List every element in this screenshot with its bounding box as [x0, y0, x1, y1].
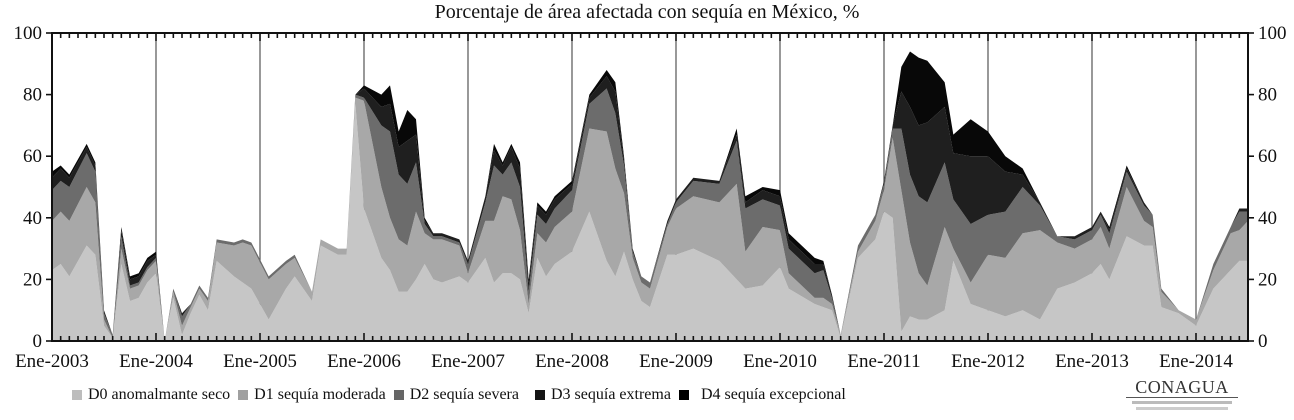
- logo-text: CONAGUA: [1126, 377, 1238, 398]
- legend-item-d3: D3 sequía extrema: [534, 386, 671, 404]
- legend-label: D0 anomalmante seco: [88, 386, 231, 403]
- y-tick-label-right: 40: [1258, 208, 1277, 229]
- legend-swatch: [393, 390, 404, 400]
- x-tick-label: Ene-2008: [535, 351, 609, 372]
- y-tick-label-left: 100: [14, 23, 43, 44]
- legend-swatch: [678, 390, 689, 400]
- y-tick-label-right: 0: [1258, 331, 1268, 352]
- legend-swatch: [72, 390, 82, 400]
- x-tick-label: Ene-2011: [847, 351, 920, 372]
- y-tick-label-right: 60: [1258, 146, 1277, 167]
- legend-item-d2: D2 sequía severa: [393, 386, 519, 404]
- logo-subtitle-line: [1132, 401, 1232, 404]
- x-tick-label: Ene-2014: [1159, 351, 1233, 372]
- y-tick-label-right: 20: [1258, 269, 1277, 290]
- logo-subtitle-line: [1136, 407, 1228, 410]
- y-tick-label-left: 60: [23, 146, 42, 167]
- x-tick-label: Ene-2012: [951, 351, 1025, 372]
- legend-swatch: [238, 390, 249, 400]
- x-tick-label: Ene-2005: [223, 351, 297, 372]
- x-tick-label: Ene-2007: [431, 351, 505, 372]
- x-tick-label: Ene-2004: [119, 351, 193, 372]
- area-layers: [52, 51, 1248, 342]
- legend-label: D4 sequía excepcional: [700, 386, 846, 403]
- area-d1: [52, 97, 1248, 342]
- area-d2: [52, 88, 1248, 341]
- legend-label: D2 sequía severa: [409, 386, 519, 403]
- legend-label: D3 sequía extrema: [550, 386, 671, 403]
- x-tick-label: Ene-2006: [327, 351, 401, 372]
- y-tick-label-left: 20: [23, 269, 42, 290]
- legend-label: D1 sequía moderada: [254, 386, 386, 403]
- area-d4: [52, 51, 1248, 341]
- conagua-logo: CONAGUA: [1126, 377, 1238, 410]
- chart-title: Porcentaje de área afectada con sequía e…: [434, 1, 860, 23]
- legend: D0 anomalmante seco D1 sequía moderada D…: [72, 386, 854, 404]
- y-tick-label-left: 0: [33, 331, 43, 352]
- legend-item-d4: D4 sequía excepcional: [678, 386, 846, 404]
- x-tick-label: Ene-2003: [15, 351, 89, 372]
- area-d3: [52, 76, 1248, 342]
- x-tick-label: Ene-2013: [1055, 351, 1129, 372]
- legend-item-d0: D0 anomalmante seco: [72, 386, 230, 404]
- x-tick-label: Ene-2010: [743, 351, 817, 372]
- y-tick-label-left: 80: [23, 85, 42, 106]
- axes: 0 0 20 20 40 40 60 60 80 80 100 100 Ene-2003 Ene-2004…: [14, 23, 1287, 372]
- x-tick-label: Ene-2009: [639, 351, 713, 372]
- y-tick-label-left: 40: [23, 208, 42, 229]
- legend-item-d1: D1 sequía moderada: [238, 386, 386, 404]
- area-d0: [52, 103, 1248, 341]
- y-tick-label-right: 100: [1258, 23, 1287, 44]
- legend-swatch: [534, 390, 545, 400]
- y-tick-label-right: 80: [1258, 85, 1277, 106]
